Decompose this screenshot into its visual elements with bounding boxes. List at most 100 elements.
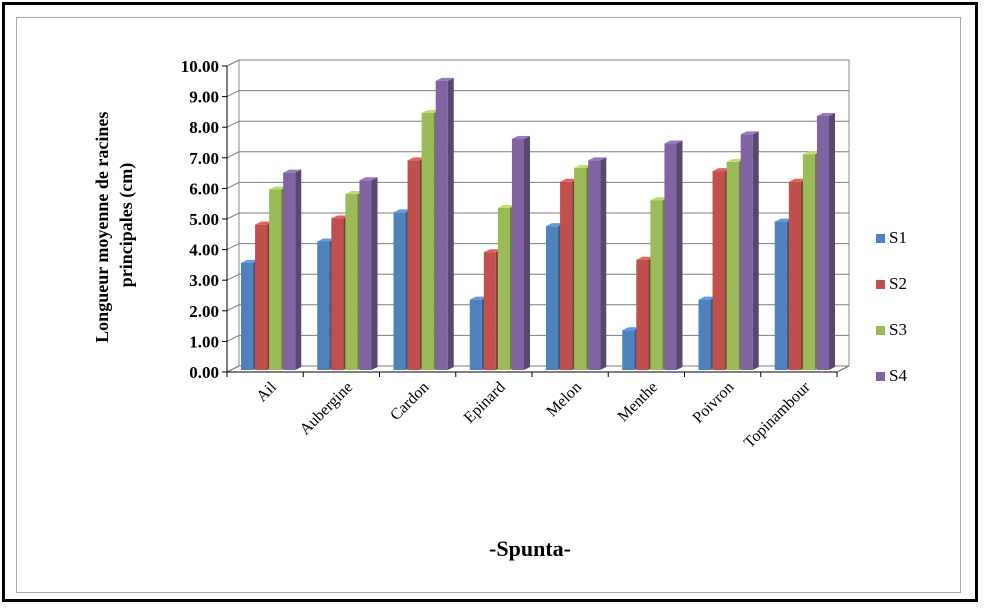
x-axis-title: -Spunta- bbox=[489, 536, 571, 561]
bar-top bbox=[497, 204, 516, 208]
bar-top bbox=[283, 169, 302, 173]
legend-item-s4: S4 bbox=[876, 366, 907, 385]
bar-top bbox=[726, 158, 745, 162]
y-tick-labels: 0.00 1.00 2.00 3.00 4.00 5.00 6.00 7.00 8.00 9.00… bbox=[181, 57, 219, 382]
bar-front bbox=[421, 112, 434, 371]
bar-top bbox=[802, 151, 821, 155]
bar-top bbox=[511, 135, 530, 139]
bar-front bbox=[317, 241, 330, 370]
legend-item-s1: S1 bbox=[876, 228, 907, 247]
gridline bbox=[226, 243, 849, 251]
x-tick-labels: Ail Aubergine Cardon Epinard Melon Menthe Poiv… bbox=[226, 372, 838, 452]
bar-front bbox=[636, 259, 649, 370]
x-tick-label: Poivron bbox=[690, 379, 738, 427]
bar-side bbox=[524, 135, 530, 370]
y-tick-label: 1.00 bbox=[189, 332, 219, 351]
x-tick-label: Ail bbox=[253, 378, 280, 405]
bar-top bbox=[650, 197, 669, 201]
bar-front bbox=[774, 221, 787, 370]
bar-front bbox=[269, 189, 282, 370]
bar-front bbox=[283, 172, 296, 370]
bar-front bbox=[664, 143, 677, 370]
bar-top bbox=[421, 109, 440, 113]
bar-top bbox=[241, 259, 260, 263]
bar-front bbox=[331, 218, 344, 370]
legend-item-s3: S3 bbox=[876, 320, 907, 339]
bar-front bbox=[698, 299, 711, 370]
bar-top bbox=[546, 223, 565, 227]
bar-front bbox=[241, 262, 254, 370]
gridline bbox=[226, 151, 849, 159]
bar-top bbox=[774, 218, 793, 222]
bar-front bbox=[435, 80, 448, 370]
legend-swatch bbox=[876, 372, 885, 381]
bar-top bbox=[574, 165, 593, 169]
bar-front bbox=[816, 116, 829, 371]
y-tick-label: 9.00 bbox=[189, 88, 219, 107]
bar-side bbox=[600, 157, 607, 370]
bar-top bbox=[698, 296, 717, 300]
bar-top bbox=[359, 177, 378, 181]
bar-top bbox=[712, 168, 731, 172]
bar-front bbox=[407, 160, 420, 370]
bar-s4-epinard bbox=[511, 135, 530, 370]
bar-top bbox=[255, 221, 274, 225]
bar-top bbox=[622, 327, 641, 331]
bar-top bbox=[269, 186, 288, 190]
bar-front bbox=[622, 330, 635, 370]
gridline bbox=[226, 120, 849, 128]
gridline bbox=[226, 90, 849, 98]
bar-top bbox=[317, 238, 336, 242]
x-tick-label: Epinard bbox=[461, 379, 509, 427]
x-tick-label: Cardon bbox=[387, 379, 432, 424]
bar-top bbox=[435, 77, 454, 81]
bar-s4-melon bbox=[588, 157, 607, 370]
gridline bbox=[226, 59, 849, 67]
y-tick-label: 7.00 bbox=[189, 149, 219, 168]
bar-front bbox=[511, 138, 524, 370]
bar-front bbox=[393, 212, 406, 370]
legend-label: S1 bbox=[889, 228, 907, 247]
bar-front bbox=[255, 224, 268, 370]
x-tick-label: Menthe bbox=[615, 379, 662, 426]
bar-s4-cardon bbox=[435, 77, 454, 370]
legend-label: S3 bbox=[889, 320, 907, 339]
bar-top bbox=[636, 256, 655, 260]
bar-front bbox=[574, 168, 587, 370]
bar-front bbox=[359, 180, 372, 370]
bar-side bbox=[752, 131, 759, 370]
y-axis-title: Longueur moyenne de racines principales … bbox=[92, 107, 137, 343]
bar-side bbox=[447, 77, 454, 370]
legend-label: S2 bbox=[889, 274, 907, 293]
bar-top bbox=[393, 209, 412, 213]
bar-top bbox=[345, 191, 364, 195]
legend-label: S4 bbox=[889, 366, 907, 385]
bar-front bbox=[740, 134, 753, 370]
bar-s4-aubergine bbox=[359, 177, 378, 370]
bar-front bbox=[788, 181, 801, 370]
y-tick-label: 0.00 bbox=[189, 363, 219, 382]
bar-top bbox=[816, 113, 835, 117]
bar-front bbox=[650, 200, 663, 370]
bar-front bbox=[726, 161, 739, 370]
bar-side bbox=[829, 113, 835, 371]
bar-top bbox=[560, 178, 579, 182]
bar-front bbox=[588, 160, 601, 370]
y-tick-label: 6.00 bbox=[189, 179, 219, 198]
gridline bbox=[226, 212, 849, 220]
bar-side bbox=[295, 169, 302, 370]
x-tick-label: Topinambour bbox=[741, 378, 814, 451]
y-tick-label: 3.00 bbox=[189, 271, 219, 290]
legend: S1 S2 S3 S4 bbox=[876, 228, 907, 385]
bar-side bbox=[371, 177, 378, 370]
bar-front bbox=[345, 194, 358, 370]
bar-top bbox=[740, 131, 759, 135]
bar-front bbox=[802, 154, 815, 370]
bar-side bbox=[676, 140, 683, 370]
bar-s4-menthe bbox=[664, 140, 683, 370]
bar-top bbox=[331, 215, 350, 219]
bar-front bbox=[546, 226, 559, 370]
y-tick-label: 10.00 bbox=[181, 57, 219, 76]
gridline bbox=[226, 181, 849, 189]
